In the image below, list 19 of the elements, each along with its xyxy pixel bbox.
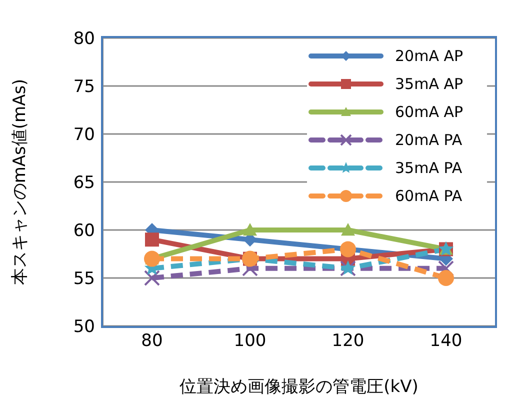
- legend-label: 20mA AP: [395, 47, 464, 65]
- legend-label: 20mA PA: [395, 131, 462, 149]
- y-tick-label: 60: [73, 221, 95, 242]
- y-tick-label: 80: [73, 29, 95, 50]
- y-tick-label: 55: [73, 269, 95, 290]
- x-tick-label: 80: [141, 331, 163, 352]
- legend-label: 60mA AP: [395, 103, 464, 121]
- legend-label: 35mA PA: [395, 159, 462, 177]
- x-tick-label: 140: [430, 331, 462, 352]
- y-tick-label: 50: [73, 317, 95, 338]
- x-tick-label: 100: [234, 331, 266, 352]
- y-tick-label: 65: [73, 173, 95, 194]
- legend-label: 35mA AP: [395, 75, 464, 93]
- y-axis-title: 本スキャンのmAs値(mAs): [10, 78, 30, 286]
- y-tick-label: 75: [73, 77, 95, 98]
- y-tick-label: 70: [73, 125, 95, 146]
- legend-label: 60mA PA: [395, 187, 462, 205]
- x-axis-title: 位置決め画像撮影の管電圧(kV): [180, 377, 418, 398]
- x-tick-label: 120: [332, 331, 364, 352]
